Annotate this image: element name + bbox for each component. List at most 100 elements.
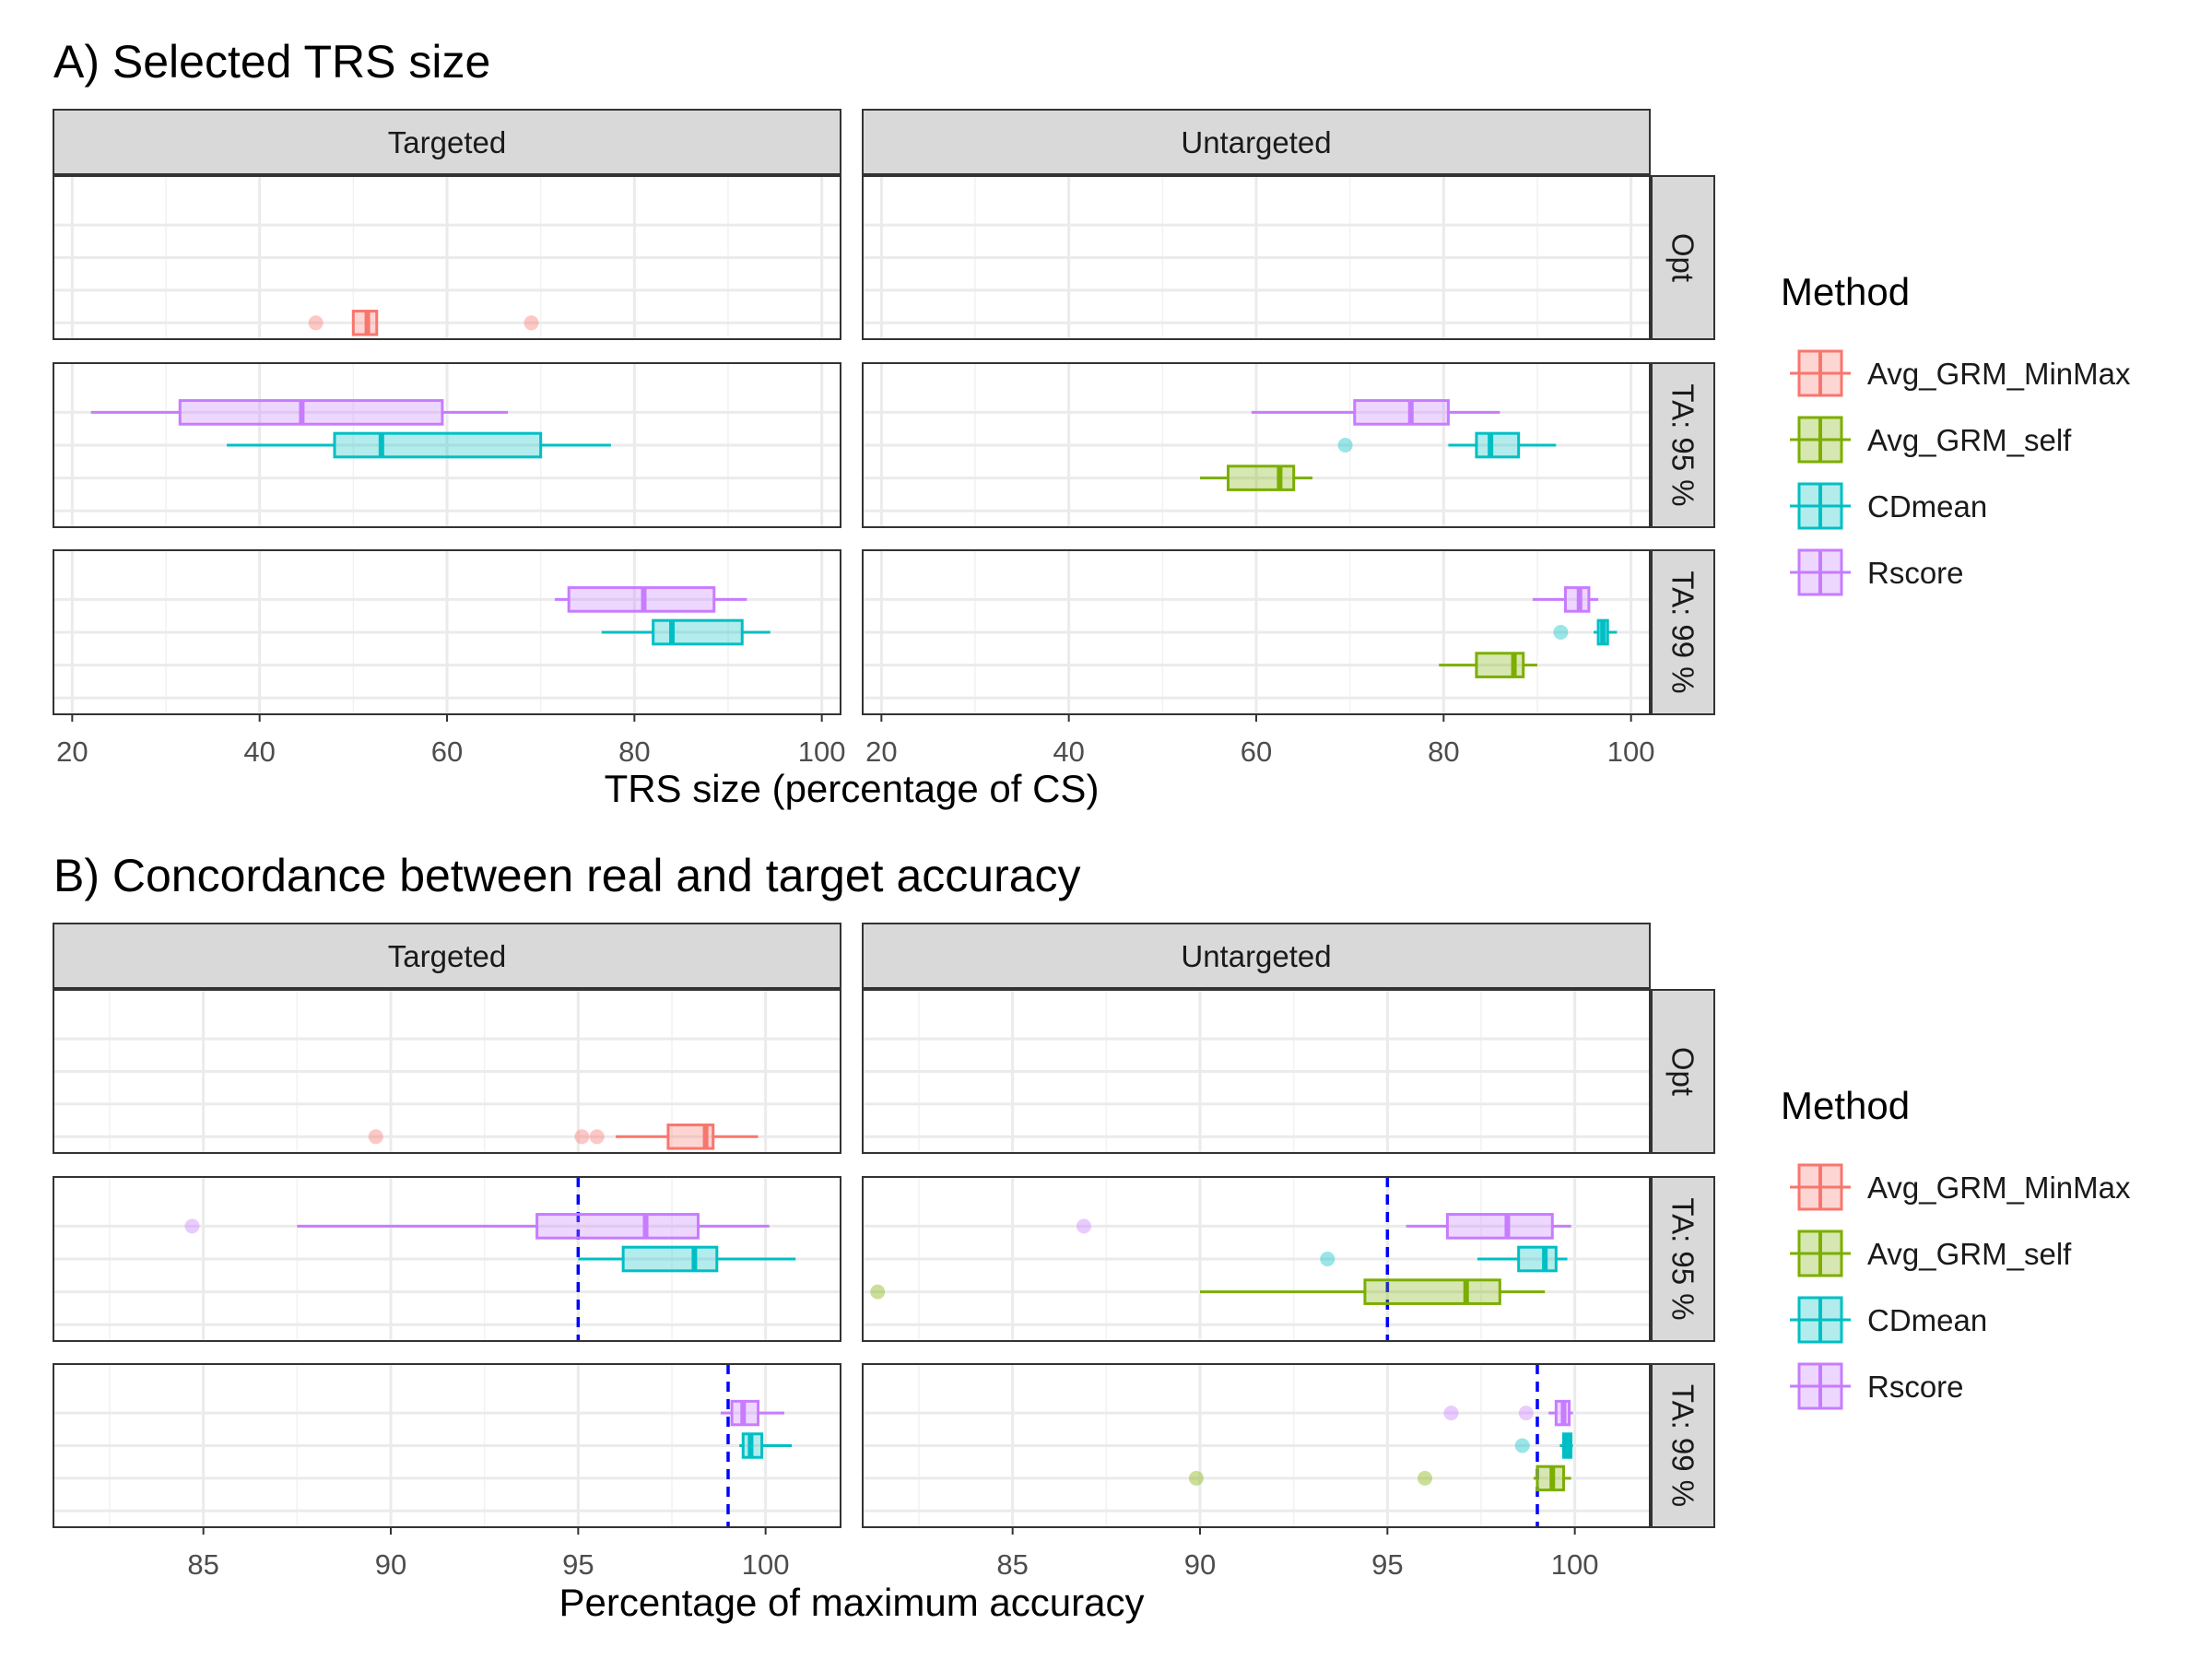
outlier-point — [524, 315, 539, 331]
legend-title: Method — [1781, 1084, 1910, 1127]
x-tick-label: 100 — [1607, 735, 1655, 768]
facet-panel — [53, 989, 841, 1154]
panel-border — [862, 989, 1651, 1154]
facet-row-strip: Opt — [1651, 989, 1715, 1154]
x-tick-label: 85 — [187, 1548, 218, 1581]
box-iqr — [535, 1213, 700, 1240]
chart-b: B) Concordance between real and target a… — [53, 850, 2131, 1624]
facet-panel — [53, 175, 841, 340]
x-tick-label: 60 — [431, 735, 463, 768]
x-tick-label: 85 — [996, 1548, 1028, 1581]
panel-border — [862, 362, 1651, 528]
legend-title: Method — [1781, 270, 1910, 313]
outlier-point — [1418, 1470, 1432, 1486]
outlier-point — [368, 1129, 383, 1145]
outlier-point — [870, 1284, 886, 1300]
box-avg-grm-minmax — [368, 1124, 759, 1150]
legend-item: Rscore — [1790, 1362, 1964, 1410]
legend-item: CDmean — [1790, 482, 1987, 530]
box-cdmean — [1337, 431, 1557, 459]
panel-border — [862, 1363, 1651, 1528]
facet-strip-label: Untargeted — [1181, 125, 1331, 159]
row-strip-label: Opt — [1666, 1047, 1700, 1096]
x-tick-label: 20 — [56, 735, 88, 768]
facet-panel: 20 40 60 80 100 — [862, 549, 1655, 768]
legend-item: CDmean — [1790, 1296, 1987, 1344]
outlier-point — [184, 1218, 200, 1234]
facet-panel — [53, 362, 841, 528]
box-rscore — [90, 399, 509, 426]
box-iqr — [1363, 1278, 1501, 1305]
box-cdmean — [739, 1432, 793, 1459]
x-tick-label: 90 — [375, 1548, 406, 1581]
box-rscore — [720, 1399, 784, 1427]
box-cdmean — [227, 431, 611, 459]
box-iqr — [1353, 399, 1450, 426]
box-rscore — [1251, 399, 1500, 426]
row-strip-box — [1651, 175, 1715, 340]
row-strip-label: Opt — [1666, 233, 1700, 282]
box-iqr — [1227, 465, 1296, 491]
legend-item-label: Avg_GRM_self — [1867, 423, 2072, 457]
x-tick-label: 20 — [865, 735, 897, 768]
x-tick-label: 95 — [1371, 1548, 1403, 1581]
facet-row-strip: TA: 99 % — [1651, 549, 1715, 715]
facet-strip — [53, 923, 841, 989]
facet-panel — [862, 989, 1651, 1154]
facet-row-strip: TA: 99 % — [1651, 1363, 1715, 1528]
legend-item: Avg_GRM_MinMax — [1790, 1163, 2131, 1211]
facet-strip-label: Targeted — [388, 939, 506, 973]
legend-item: Avg_GRM_self — [1790, 1230, 2072, 1277]
chart-title: B) Concordance between real and target a… — [53, 850, 1081, 901]
row-strip-label: TA: 95 % — [1666, 383, 1700, 506]
x-tick-label: 80 — [618, 735, 650, 768]
legend-item-label: CDmean — [1867, 1303, 1987, 1337]
legend-item: Rscore — [1790, 548, 1964, 596]
box-iqr — [1517, 1245, 1558, 1273]
row-strip-box — [1651, 989, 1715, 1154]
box-cdmean — [601, 618, 771, 646]
facet-row-strip: TA: 95 % — [1651, 362, 1715, 528]
facet-panel: 85 90 95 100 — [53, 1363, 841, 1581]
legend-item-label: Avg_GRM_MinMax — [1867, 357, 2131, 391]
legend: Method Avg_GRM_MinMax Avg_GRM_self CDmean Rs… — [1781, 270, 2131, 596]
box-iqr — [621, 1245, 719, 1273]
facet-panel — [53, 1176, 841, 1342]
legend-item-label: Avg_GRM_self — [1867, 1237, 2072, 1271]
box-cdmean — [1553, 618, 1618, 646]
row-strip-box — [1651, 1363, 1715, 1528]
x-tick-label: 100 — [798, 735, 846, 768]
legend-item: Avg_GRM_MinMax — [1790, 349, 2131, 397]
facet-strip — [862, 109, 1651, 175]
legend-item-label: Rscore — [1867, 556, 1964, 590]
box-cdmean — [1320, 1245, 1568, 1273]
facet-panel: 85 90 95 100 — [862, 1363, 1651, 1581]
box-rscore — [1443, 1399, 1573, 1427]
box-iqr — [1475, 431, 1521, 459]
legend: Method Avg_GRM_MinMax Avg_GRM_self CDmean Rs… — [1781, 1084, 2131, 1410]
legend-item-label: Rscore — [1867, 1370, 1964, 1404]
facet-row-strip: TA: 95 % — [1651, 1176, 1715, 1342]
outlier-point — [1553, 625, 1569, 640]
panel-border — [862, 175, 1651, 340]
x-tick-label: 90 — [1184, 1548, 1216, 1581]
outlier-point — [1188, 1470, 1204, 1486]
panel-border — [862, 1176, 1651, 1342]
panel-border — [53, 989, 841, 1154]
panel-border — [53, 1176, 841, 1342]
row-strip-label: TA: 99 % — [1666, 1384, 1700, 1507]
box-avg-grm-self — [1188, 1465, 1571, 1492]
chart-title: A) Selected TRS size — [53, 36, 490, 88]
row-strip-box — [1651, 362, 1715, 528]
facet-panel — [862, 362, 1651, 528]
facet-panel — [862, 175, 1651, 340]
facet-column-targeted: Targeted 20 40 60 80 100 — [53, 109, 846, 768]
facet-column-untargeted: Untargeted 85 90 95 100 — [862, 923, 1651, 1581]
row-strip-box — [1651, 549, 1715, 715]
x-tick-label: 95 — [562, 1548, 594, 1581]
box-cdmean — [578, 1245, 796, 1273]
x-axis-label: TRS size (percentage of CS) — [605, 767, 1100, 810]
facet-strip — [53, 109, 841, 175]
facet-panel — [862, 1176, 1651, 1342]
